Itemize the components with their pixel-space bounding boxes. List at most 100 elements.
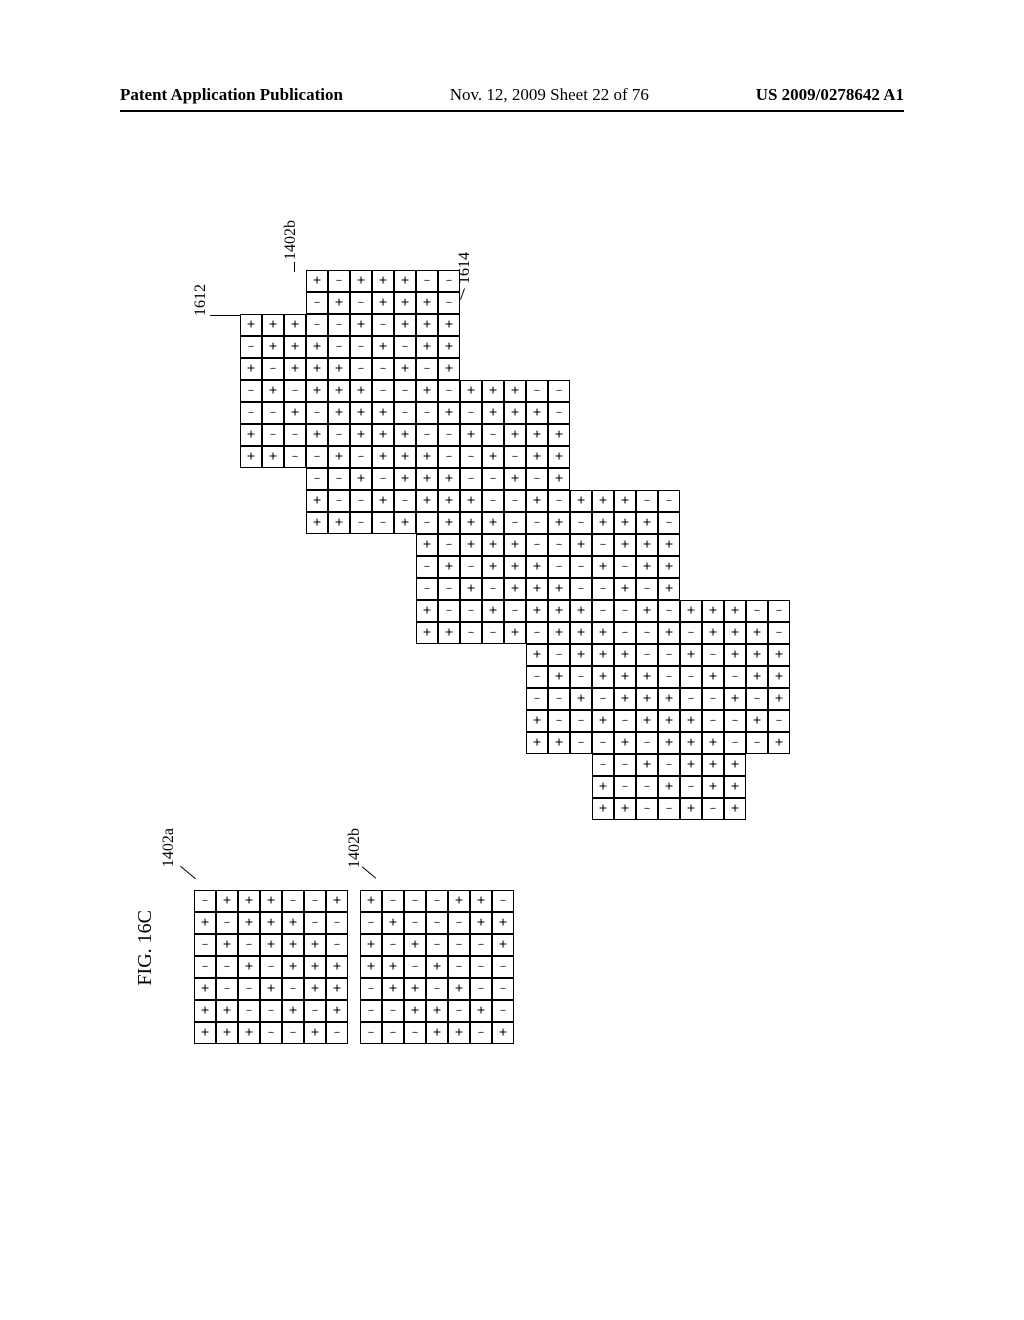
cell-minus: – bbox=[404, 912, 426, 934]
cell-minus: – bbox=[350, 292, 372, 314]
cell-plus: + bbox=[570, 534, 592, 556]
cell-minus: – bbox=[570, 578, 592, 600]
lead-line bbox=[294, 262, 295, 272]
cell-plus: + bbox=[216, 934, 238, 956]
cell-minus: – bbox=[350, 512, 372, 534]
cell-minus: – bbox=[426, 934, 448, 956]
cell-plus: + bbox=[426, 956, 448, 978]
cell-minus: – bbox=[328, 314, 350, 336]
cell-plus: + bbox=[680, 732, 702, 754]
cell-plus: + bbox=[240, 358, 262, 380]
cell-plus: + bbox=[360, 934, 382, 956]
cell-minus: – bbox=[426, 890, 448, 912]
cell-plus: + bbox=[614, 644, 636, 666]
cell-minus: – bbox=[482, 622, 504, 644]
cell-minus: – bbox=[372, 314, 394, 336]
cell-minus: – bbox=[570, 710, 592, 732]
cell-plus: + bbox=[768, 644, 790, 666]
cell-minus: – bbox=[482, 490, 504, 512]
cell-plus: + bbox=[548, 446, 570, 468]
cell-minus: – bbox=[570, 666, 592, 688]
cell-minus: – bbox=[372, 358, 394, 380]
cell-plus: + bbox=[394, 292, 416, 314]
cell-plus: + bbox=[746, 622, 768, 644]
cell-minus: – bbox=[492, 978, 514, 1000]
cell-plus: + bbox=[350, 402, 372, 424]
cell-plus: + bbox=[636, 534, 658, 556]
cell-plus: + bbox=[326, 890, 348, 912]
cell-plus: + bbox=[372, 424, 394, 446]
cell-plus: + bbox=[328, 402, 350, 424]
cell-plus: + bbox=[326, 956, 348, 978]
cell-minus: – bbox=[382, 934, 404, 956]
cell-minus: – bbox=[548, 710, 570, 732]
cell-minus: – bbox=[448, 934, 470, 956]
cell-plus: + bbox=[438, 468, 460, 490]
cell-plus: + bbox=[394, 270, 416, 292]
cell-plus: + bbox=[702, 600, 724, 622]
cell-plus: + bbox=[304, 934, 326, 956]
cell-plus: + bbox=[658, 534, 680, 556]
cell-minus: – bbox=[460, 402, 482, 424]
cell-plus: + bbox=[304, 978, 326, 1000]
cell-plus: + bbox=[284, 402, 306, 424]
cell-plus: + bbox=[382, 978, 404, 1000]
cell-plus: + bbox=[238, 1022, 260, 1044]
cell-plus: + bbox=[482, 402, 504, 424]
cell-minus: – bbox=[238, 934, 260, 956]
cell-plus: + bbox=[260, 978, 282, 1000]
cell-plus: + bbox=[416, 336, 438, 358]
cell-minus: – bbox=[504, 490, 526, 512]
cell-minus: – bbox=[382, 1000, 404, 1022]
cell-plus: + bbox=[526, 402, 548, 424]
cell-minus: – bbox=[404, 890, 426, 912]
cell-plus: + bbox=[372, 446, 394, 468]
cell-minus: – bbox=[282, 978, 304, 1000]
cell-plus: + bbox=[636, 556, 658, 578]
cell-plus: + bbox=[328, 292, 350, 314]
cell-plus: + bbox=[592, 512, 614, 534]
cell-minus: – bbox=[448, 912, 470, 934]
cell-minus: – bbox=[548, 402, 570, 424]
cell-plus: + bbox=[260, 934, 282, 956]
cell-minus: – bbox=[284, 446, 306, 468]
cell-plus: + bbox=[614, 688, 636, 710]
cell-plus: + bbox=[328, 512, 350, 534]
cell-plus: + bbox=[746, 644, 768, 666]
cell-minus: – bbox=[394, 490, 416, 512]
cell-minus: – bbox=[658, 666, 680, 688]
cell-minus: – bbox=[382, 1022, 404, 1044]
lead-line bbox=[210, 315, 240, 316]
cell-plus: + bbox=[460, 578, 482, 600]
cell-minus: – bbox=[328, 424, 350, 446]
cell-plus: + bbox=[702, 754, 724, 776]
lead-line bbox=[362, 866, 376, 878]
cell-minus: – bbox=[426, 978, 448, 1000]
pub-type: Patent Application Publication bbox=[120, 85, 343, 105]
cell-minus: – bbox=[614, 600, 636, 622]
cell-plus: + bbox=[614, 578, 636, 600]
cell-minus: – bbox=[328, 490, 350, 512]
cell-plus: + bbox=[482, 380, 504, 402]
cell-minus: – bbox=[240, 402, 262, 424]
cell-plus: + bbox=[262, 380, 284, 402]
cell-minus: – bbox=[504, 512, 526, 534]
cell-minus: – bbox=[592, 600, 614, 622]
cell-minus: – bbox=[282, 890, 304, 912]
cell-plus: + bbox=[284, 314, 306, 336]
cell-plus: + bbox=[680, 798, 702, 820]
cell-plus: + bbox=[526, 732, 548, 754]
cell-minus: – bbox=[614, 710, 636, 732]
cell-minus: – bbox=[372, 468, 394, 490]
cell-plus: + bbox=[526, 556, 548, 578]
cell-plus: + bbox=[724, 644, 746, 666]
cell-plus: + bbox=[284, 358, 306, 380]
cell-plus: + bbox=[482, 556, 504, 578]
cell-plus: + bbox=[306, 512, 328, 534]
cell-minus: – bbox=[460, 446, 482, 468]
cell-minus: – bbox=[426, 912, 448, 934]
cell-plus: + bbox=[636, 666, 658, 688]
cell-plus: + bbox=[526, 578, 548, 600]
cell-minus: – bbox=[724, 666, 746, 688]
cell-minus: – bbox=[282, 1022, 304, 1044]
